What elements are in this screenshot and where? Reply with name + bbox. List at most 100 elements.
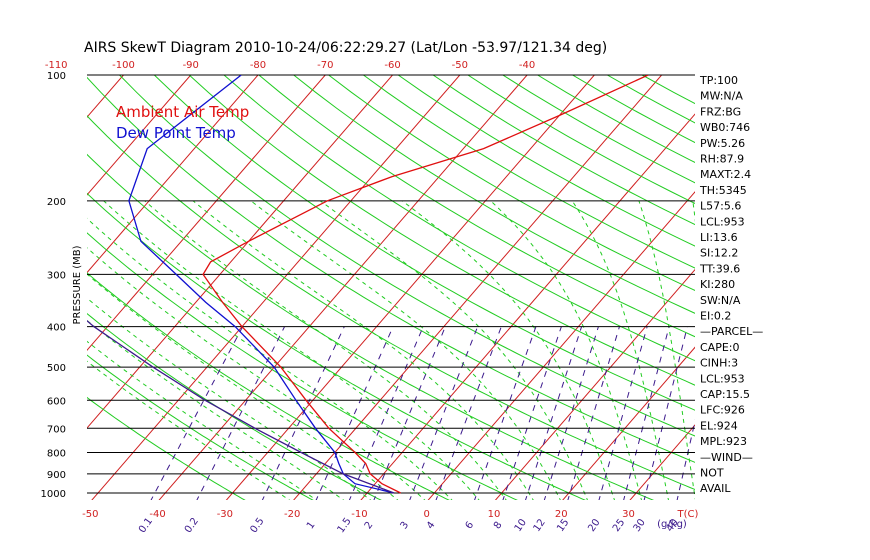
stability-index-text: CAP:15.5 bbox=[700, 388, 750, 401]
bottom-temp-tick-label: 30 bbox=[622, 509, 635, 520]
top-temp-tick-label: -100 bbox=[112, 60, 135, 71]
legend-temperature: Ambient Air Temp bbox=[116, 103, 249, 121]
mixing-ratio-line bbox=[676, 419, 695, 500]
dry-adiabat-line bbox=[328, 75, 695, 291]
moist-adiabat-line bbox=[144, 200, 507, 500]
stability-index-text: LFC:926 bbox=[700, 404, 745, 417]
dry-adiabat-line bbox=[223, 75, 695, 362]
dry-adiabat-line bbox=[87, 396, 246, 500]
dry-adiabat-line bbox=[258, 75, 695, 338]
legend-dewpoint: Dew Point Temp bbox=[116, 124, 236, 142]
bottom-temp-tick-label: -50 bbox=[82, 509, 98, 520]
stability-index-text: L57:5.6 bbox=[700, 200, 741, 213]
mixing-ratio-line bbox=[348, 326, 424, 500]
dry-adiabat-line bbox=[188, 75, 695, 386]
pressure-tick-label: 600 bbox=[47, 396, 66, 407]
mixing-ratio-tick-label: 8 bbox=[492, 520, 505, 532]
pressure-tick-label: 300 bbox=[47, 270, 66, 281]
dry-adiabat-line bbox=[467, 75, 695, 205]
mixing-ratio-line bbox=[261, 326, 345, 500]
bottom-temp-tick-label: 10 bbox=[488, 509, 501, 520]
stability-index-text: CAPE:0 bbox=[700, 341, 740, 354]
mixing-ratio-line bbox=[373, 326, 446, 500]
isotherm-line bbox=[0, 75, 56, 502]
isotherm-line bbox=[629, 424, 695, 500]
stability-index-text: MW:N/A bbox=[700, 90, 743, 103]
bottom-temp-tick-label: -40 bbox=[149, 509, 165, 520]
moist-adiabat-line bbox=[490, 200, 642, 500]
pressure-tick-label: 200 bbox=[47, 197, 66, 208]
stability-index-text: LCL:953 bbox=[700, 215, 745, 228]
moist-adiabat-line bbox=[401, 200, 615, 500]
stability-index-text: SW:N/A bbox=[700, 294, 741, 307]
isotherm-line bbox=[91, 75, 461, 500]
top-temp-tick-label: -40 bbox=[519, 60, 535, 71]
dry-adiabat-line bbox=[87, 232, 518, 500]
moist-adiabat-line bbox=[87, 340, 318, 500]
axis-labels: PRESSURE (MB) bbox=[72, 245, 83, 324]
stability-index-text: PW:5.26 bbox=[700, 137, 745, 150]
isotherm-line bbox=[427, 191, 695, 500]
pressure-tick-label: 800 bbox=[47, 448, 66, 459]
dewpoint-series-line bbox=[128, 75, 395, 494]
dry-adiabat-line bbox=[293, 75, 695, 314]
moist-adiabat-line bbox=[319, 200, 588, 500]
chart-title: AIRS SkewT Diagram 2010-10-24/06:22:29.2… bbox=[84, 40, 607, 56]
moist-adiabat-line bbox=[87, 319, 345, 500]
bottom-temp-tick-label: -30 bbox=[217, 509, 233, 520]
isotherm-line bbox=[293, 75, 663, 500]
mixing-ratio-tick-label: 3 bbox=[399, 520, 412, 532]
bottom-temp-tick-label: -10 bbox=[351, 509, 367, 520]
moist-adiabat-line bbox=[250, 200, 561, 500]
top-temp-tick-label: -110 bbox=[45, 60, 68, 71]
stability-index-text: LCL:953 bbox=[700, 372, 745, 385]
pressure-tick-label: 700 bbox=[47, 424, 66, 435]
isotherm-line bbox=[87, 75, 192, 196]
dry-adiabat-line bbox=[87, 115, 695, 491]
pressure-tick-label: 400 bbox=[47, 323, 66, 334]
isotherm-line bbox=[763, 75, 870, 502]
stability-indices: TP:100 MW:N/A FRZ:BG WB0:746 PW:5.26 RH:87.9 M… bbox=[699, 74, 763, 495]
mixing-ratio-tick-label: 0.2 bbox=[183, 516, 201, 535]
isobar-lines bbox=[87, 74, 695, 494]
bottom-temp-tick-label: 0 bbox=[423, 509, 429, 520]
pressure-tick-label: 900 bbox=[47, 470, 66, 481]
stability-index-text: TT:39.6 bbox=[699, 262, 740, 275]
mixing-ratio-tick-label: 0.5 bbox=[248, 516, 266, 535]
stability-index-text: MAXT:2.4 bbox=[700, 168, 751, 181]
pressure-tick-label: 1000 bbox=[41, 489, 66, 500]
dry-adiabat-line bbox=[87, 272, 450, 500]
isotherm-line bbox=[494, 268, 695, 500]
mixing-ratio-lines bbox=[150, 326, 695, 500]
mixing-unit-label: (g/kg) bbox=[657, 519, 687, 530]
top-temp-tick-label: -80 bbox=[250, 60, 266, 71]
temp-unit-label: T(C) bbox=[677, 509, 699, 520]
parcel-series-line bbox=[87, 319, 395, 494]
sounding-series bbox=[87, 75, 649, 494]
stability-index-text: TH:5345 bbox=[699, 184, 747, 197]
dry-adiabat-line bbox=[397, 75, 695, 247]
moist-adiabat-line bbox=[571, 200, 669, 500]
mixing-ratio-tick-label: 12 bbox=[532, 517, 548, 534]
top-temp-tick-label: -90 bbox=[183, 60, 199, 71]
bottom-temp-tick-label: -20 bbox=[284, 509, 300, 520]
stability-index-text: MPL:923 bbox=[700, 435, 747, 448]
dry-adiabat-line bbox=[87, 192, 586, 500]
stability-index-text: KI:280 bbox=[700, 278, 735, 291]
dry-adiabat-line bbox=[153, 75, 695, 411]
moist-adiabat-line bbox=[87, 217, 453, 500]
moist-adiabat-line bbox=[87, 247, 426, 500]
stability-index-text: LI:13.6 bbox=[700, 231, 738, 244]
dry-adiabat-line bbox=[119, 75, 695, 437]
moist-adiabat-line bbox=[87, 273, 399, 500]
stability-index-text: —WIND— bbox=[700, 451, 753, 464]
mixing-ratio-line bbox=[150, 326, 244, 500]
mixing-ratio-tick-label: 4 bbox=[425, 520, 438, 532]
mixing-ratio-tick-label: 20 bbox=[586, 517, 602, 534]
mixing-ratio-tick-label: 2 bbox=[363, 520, 376, 532]
mixing-ratio-line bbox=[315, 326, 394, 500]
isotherm-line bbox=[87, 75, 326, 352]
dry-adiabat-lines bbox=[87, 75, 695, 500]
legend: Ambient Air Temp Dew Point Temp bbox=[116, 103, 249, 142]
